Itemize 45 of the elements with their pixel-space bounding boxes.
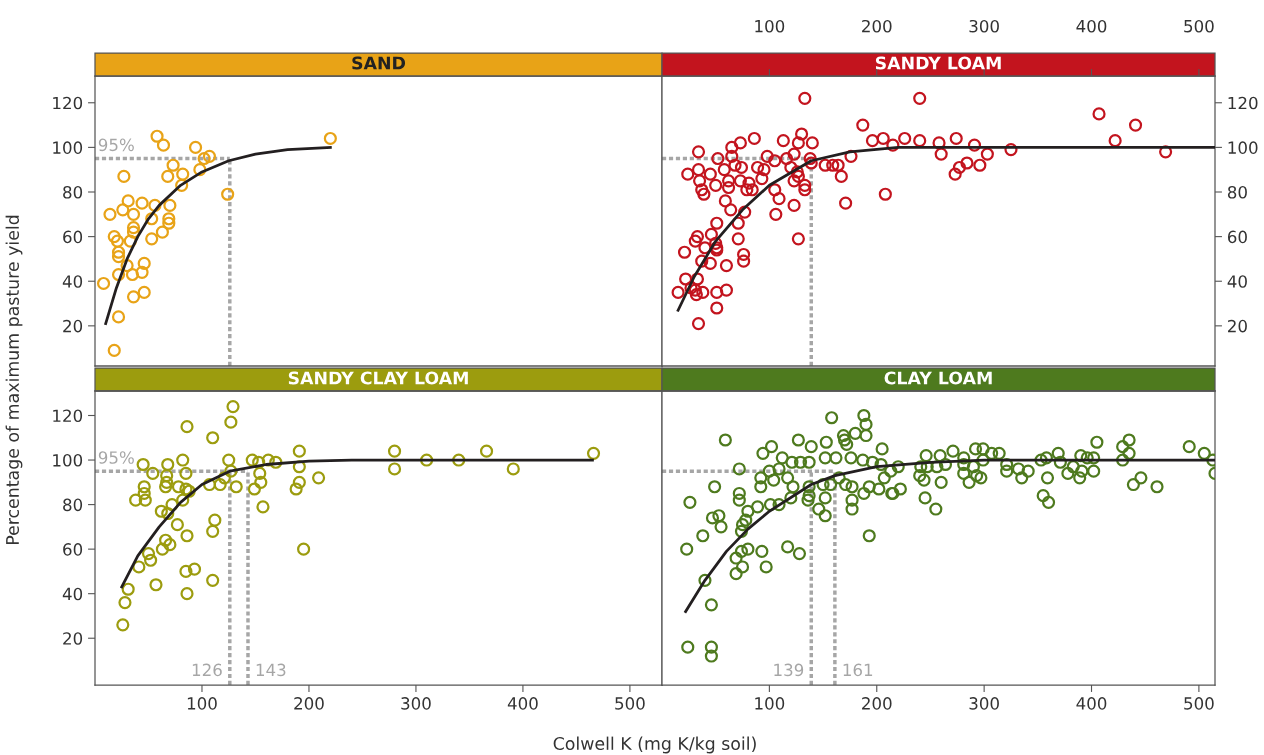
chart-title: SAND	[352, 56, 406, 70]
x-tick-label: 400	[1076, 19, 1107, 33]
x-tick-label: 500	[615, 697, 645, 710]
y-tick-label: 100	[53, 454, 83, 467]
x-tick-label: 300	[969, 697, 999, 710]
y-tick-label: 60	[1227, 230, 1247, 244]
x-tick-label: 100	[755, 19, 785, 33]
y-tick-label: 80	[63, 498, 83, 512]
y-axis-title: Percentage of maximum pasture yield	[5, 215, 23, 545]
x-tick-label: 500	[1184, 19, 1214, 33]
y-tick-label: 40	[62, 275, 83, 288]
y-tick-label: 20	[63, 632, 83, 645]
y-tick-label: 20	[63, 319, 83, 333]
y-tick-label: 100	[1228, 141, 1258, 154]
y-tick-label: 60	[63, 543, 83, 556]
x-tick-label: 300	[401, 697, 431, 710]
y-tick-label: 120	[53, 96, 83, 110]
x-tick-label: 500	[1184, 697, 1214, 710]
ref-line-label: 139	[774, 663, 804, 677]
x-tick-label: 400	[1076, 697, 1107, 710]
x-tick-label: 400	[507, 697, 538, 710]
y-tick-label: 40	[62, 587, 83, 601]
y-tick-label: 120	[1228, 96, 1258, 110]
y-tick-label: 80	[63, 185, 83, 199]
x-tick-label: 100	[755, 697, 785, 710]
ref-line-label: 143	[256, 663, 286, 677]
ref-line-label: 126	[192, 663, 222, 677]
chart-title: CLAY LOAM	[884, 371, 992, 385]
chart-title: SANDY CLAY LOAM	[288, 371, 468, 385]
y-tick-label: 20	[1228, 319, 1247, 333]
y-tick-label: 40	[1227, 275, 1247, 288]
ref-line-label: 95%	[98, 451, 134, 464]
x-tick-label: 200	[862, 697, 892, 710]
x-tick-label: 100	[187, 697, 217, 710]
x-axis-title: Colwell K (mg K/kg soil)	[553, 736, 756, 754]
x-tick-label: 300	[969, 19, 999, 33]
y-tick-label: 60	[63, 230, 83, 244]
ref-line-label: 161	[843, 663, 873, 677]
x-tick-label: 200	[294, 697, 324, 710]
y-tick-label: 100	[53, 141, 83, 154]
x-tick-label: 200	[862, 19, 892, 33]
y-tick-label: 80	[1227, 185, 1247, 199]
ref-line-label: 95%	[98, 138, 134, 152]
y-tick-label: 120	[53, 409, 83, 423]
chart-title: SANDY LOAM	[875, 56, 1001, 70]
